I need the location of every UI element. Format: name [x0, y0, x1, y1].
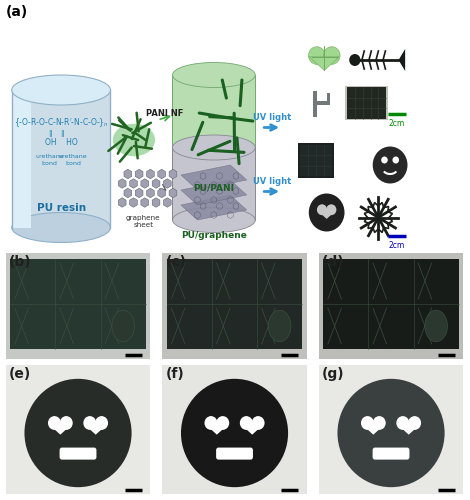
Bar: [347, 88, 386, 118]
Polygon shape: [241, 424, 264, 434]
Text: (b): (b): [9, 255, 31, 269]
Text: PU/graphene: PU/graphene: [181, 231, 247, 240]
Circle shape: [83, 416, 96, 430]
Bar: [12, 90, 31, 228]
Circle shape: [361, 416, 374, 430]
Ellipse shape: [24, 379, 132, 487]
Ellipse shape: [113, 124, 155, 156]
Bar: [6, 252, 150, 358]
Ellipse shape: [425, 310, 447, 342]
Text: $\|$    $\|$: $\|$ $\|$: [48, 128, 65, 139]
Bar: [6, 364, 150, 494]
Polygon shape: [181, 180, 247, 205]
Bar: [300, 145, 332, 176]
Bar: [2, 2, 468, 248]
Text: bond: bond: [41, 161, 57, 166]
Polygon shape: [361, 424, 385, 434]
Ellipse shape: [12, 75, 110, 105]
Text: graphene
sheet: graphene sheet: [126, 215, 161, 228]
Ellipse shape: [12, 212, 110, 242]
Bar: [167, 258, 302, 348]
Text: UV light: UV light: [252, 114, 291, 122]
Circle shape: [349, 54, 360, 66]
Circle shape: [60, 416, 73, 430]
Polygon shape: [317, 210, 336, 219]
Text: OH    HO: OH HO: [45, 138, 78, 147]
Bar: [172, 75, 255, 172]
Circle shape: [308, 46, 325, 64]
Text: bond: bond: [65, 161, 81, 166]
Bar: [298, 144, 334, 178]
Polygon shape: [181, 165, 247, 190]
Bar: [319, 252, 463, 358]
Ellipse shape: [181, 379, 288, 487]
Circle shape: [392, 156, 399, 164]
Ellipse shape: [172, 160, 255, 185]
Text: (g): (g): [322, 367, 345, 381]
Text: UV light: UV light: [252, 178, 291, 186]
Ellipse shape: [268, 310, 291, 342]
Ellipse shape: [172, 135, 255, 160]
Circle shape: [95, 416, 108, 430]
Circle shape: [309, 194, 345, 232]
FancyBboxPatch shape: [216, 448, 253, 460]
Circle shape: [373, 146, 407, 184]
Polygon shape: [181, 195, 247, 220]
Polygon shape: [399, 49, 405, 71]
Circle shape: [326, 204, 337, 215]
Text: (f): (f): [165, 367, 184, 381]
Ellipse shape: [172, 62, 255, 88]
Polygon shape: [397, 424, 421, 434]
Bar: [12, 90, 110, 228]
Bar: [323, 258, 459, 348]
Circle shape: [408, 416, 421, 430]
Text: urethane: urethane: [35, 154, 63, 159]
Bar: [10, 258, 146, 348]
Polygon shape: [48, 424, 72, 434]
FancyBboxPatch shape: [60, 448, 96, 460]
Ellipse shape: [112, 310, 134, 342]
Ellipse shape: [337, 379, 445, 487]
Text: (e): (e): [9, 367, 31, 381]
Ellipse shape: [172, 208, 255, 233]
Polygon shape: [205, 424, 228, 434]
Text: (c): (c): [165, 255, 187, 269]
Text: (d): (d): [322, 255, 345, 269]
Polygon shape: [84, 424, 108, 434]
Circle shape: [251, 416, 265, 430]
Bar: [345, 86, 388, 120]
Bar: [319, 364, 463, 494]
Circle shape: [381, 156, 388, 164]
Text: urethane: urethane: [59, 154, 87, 159]
Bar: [162, 252, 307, 358]
Bar: [313, 92, 317, 116]
Bar: [162, 364, 307, 494]
Circle shape: [48, 416, 61, 430]
Text: PANI NF: PANI NF: [146, 110, 183, 118]
Text: (a): (a): [6, 5, 28, 19]
Circle shape: [240, 416, 253, 430]
Text: PU resin: PU resin: [37, 204, 86, 214]
Circle shape: [216, 416, 229, 430]
Text: 2cm: 2cm: [389, 118, 405, 128]
Bar: [327, 94, 330, 104]
Circle shape: [396, 416, 409, 430]
Circle shape: [323, 46, 340, 64]
Text: {-O-R-O-C-N-R$^\prime$-N-C-O-}$_n$: {-O-R-O-C-N-R$^\prime$-N-C-O-}$_n$: [14, 116, 109, 129]
Circle shape: [317, 204, 327, 215]
Text: 2cm: 2cm: [389, 241, 405, 250]
Circle shape: [204, 416, 218, 430]
FancyBboxPatch shape: [373, 448, 409, 460]
Text: PU/PANI: PU/PANI: [193, 184, 235, 192]
Polygon shape: [309, 57, 339, 70]
Bar: [317, 101, 327, 105]
Circle shape: [373, 416, 386, 430]
Bar: [172, 148, 255, 220]
